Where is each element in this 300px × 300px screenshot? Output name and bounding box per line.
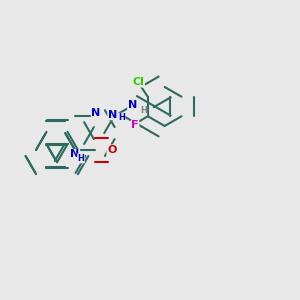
Text: H: H [78,154,84,163]
Text: N: N [92,108,100,118]
Text: O: O [107,145,116,155]
Text: Cl: Cl [133,77,144,87]
Text: H: H [118,113,125,122]
Text: H: H [140,106,147,115]
Text: N: N [108,110,117,120]
Text: F: F [131,120,139,130]
Text: N: N [128,100,137,110]
Text: N: N [70,149,80,160]
